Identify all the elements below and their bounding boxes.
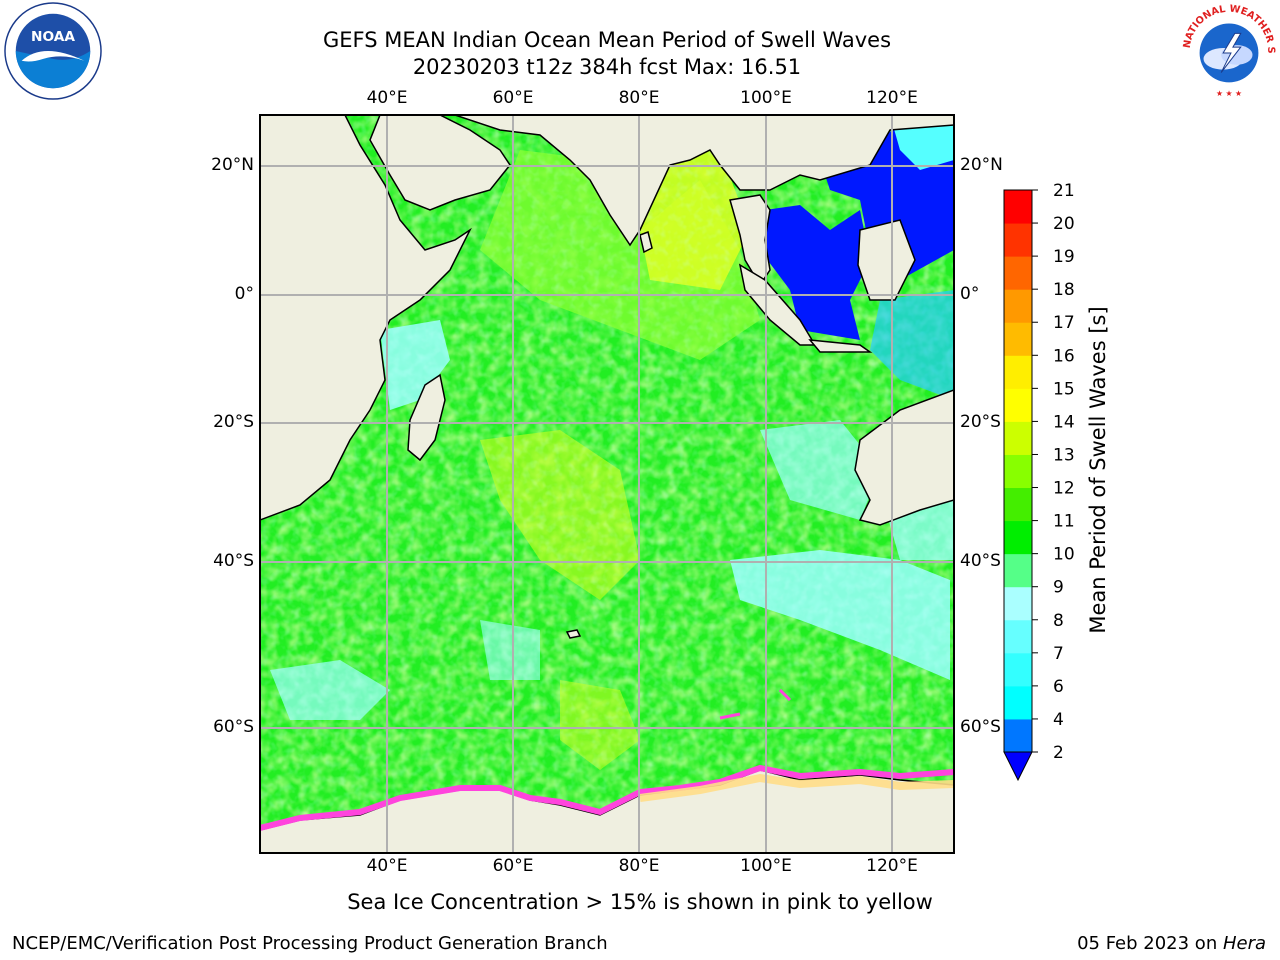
colorbar-tick-label: 2 bbox=[1053, 743, 1064, 763]
borneo bbox=[857, 219, 916, 301]
colorbar-tick-label: 17 bbox=[1053, 313, 1075, 333]
colorbar-extend-triangle bbox=[1003, 751, 1033, 782]
footer-date: 05 Feb 2023 on Hera bbox=[1077, 933, 1266, 954]
lon-label-top: 40°E bbox=[366, 88, 408, 108]
lat-label-left: 20°N bbox=[211, 155, 254, 175]
colorbar-tick-label: 18 bbox=[1053, 280, 1075, 300]
colorbar-tick-label: 4 bbox=[1053, 710, 1064, 730]
noaa-logo: NOAA bbox=[4, 2, 102, 100]
colorbar-box bbox=[1004, 685, 1032, 720]
colorbar-box bbox=[1004, 553, 1032, 588]
noaa-logo-text: NOAA bbox=[31, 29, 75, 45]
colorbar-ticks: 2 4 6 7 8 9 10 11 12 13 14 15 16 17 18 19 20 21 bbox=[1032, 181, 1075, 763]
colorbar-box bbox=[1004, 652, 1032, 687]
lon-label-bottom: 120°E bbox=[866, 856, 918, 876]
colorbar-tick-label: 12 bbox=[1053, 479, 1075, 499]
se-asia-blue-zone bbox=[760, 205, 870, 340]
lon-label-top: 60°E bbox=[492, 88, 534, 108]
colorbar-box bbox=[1004, 388, 1032, 422]
chart-title: GEFS MEAN Indian Ocean Mean Period of Sw… bbox=[322, 28, 892, 52]
colorbar-box bbox=[1004, 190, 1032, 224]
africa bbox=[260, 115, 472, 521]
lon-label-bottom: 100°E bbox=[740, 856, 792, 876]
lat-label-right: 20°S bbox=[960, 412, 1001, 432]
madagascar bbox=[407, 373, 446, 462]
lat-label-right: 60°S bbox=[960, 717, 1001, 737]
colorbar-box bbox=[1004, 421, 1032, 455]
colorbar-box bbox=[1004, 487, 1032, 522]
lon-label-top: 80°E bbox=[618, 88, 660, 108]
colorbar-box bbox=[1004, 619, 1032, 654]
colorbar-tick-label: 6 bbox=[1053, 677, 1064, 697]
map-plot-area bbox=[260, 115, 954, 853]
colorbar-box bbox=[1004, 289, 1032, 323]
lat-label-left: 60°S bbox=[213, 717, 254, 737]
svg-text:★ ★ ★: ★ ★ ★ bbox=[1216, 89, 1242, 98]
colorbar-box bbox=[1004, 322, 1032, 356]
map-grid bbox=[260, 115, 954, 853]
colorbar-box bbox=[1004, 355, 1032, 389]
lat-label-left: 40°S bbox=[213, 551, 254, 571]
colorbar-tick-label: 15 bbox=[1053, 379, 1075, 399]
colorbar-tick-label: 20 bbox=[1053, 214, 1075, 234]
colorbar-tick-label: 19 bbox=[1053, 247, 1075, 267]
lon-label-bottom: 80°E bbox=[618, 856, 660, 876]
colorbar-frame bbox=[1003, 189, 1033, 753]
lat-label-left: 0° bbox=[234, 284, 254, 304]
chart-subtitle: 20230203 t12z 384h fcst Max: 16.51 bbox=[412, 55, 802, 79]
colorbar-tick-label: 14 bbox=[1053, 412, 1075, 432]
colorbar-tick-label: 16 bbox=[1053, 346, 1075, 366]
colorbar-tick-label: 21 bbox=[1053, 181, 1075, 201]
sea-ice-note: Sea Ice Concentration > 15% is shown in … bbox=[347, 890, 933, 914]
colorbar-boxes bbox=[1003, 189, 1033, 782]
colorbar-box bbox=[1004, 223, 1032, 257]
lat-label-right: 40°S bbox=[960, 551, 1001, 571]
map-frame bbox=[259, 114, 955, 854]
colorbar-box bbox=[1004, 454, 1032, 489]
lon-label-bottom: 40°E bbox=[366, 856, 408, 876]
colorbar-label: Mean Period of Swell Waves [s] bbox=[1086, 306, 1110, 634]
lat-label-left: 20°S bbox=[213, 412, 254, 432]
colorbar-tick-label: 13 bbox=[1053, 445, 1075, 465]
colorbar-tick-label: 7 bbox=[1053, 644, 1064, 664]
colorbar-box bbox=[1004, 718, 1032, 753]
footer-host: Hera bbox=[1222, 933, 1266, 954]
lon-label-top: 100°E bbox=[740, 88, 792, 108]
footer-date-text: 05 Feb 2023 on bbox=[1077, 933, 1223, 954]
colorbar-box bbox=[1004, 256, 1032, 290]
colorbar-tick-label: 9 bbox=[1053, 578, 1064, 598]
sri-lanka bbox=[639, 231, 653, 254]
colorbar-tick-label: 8 bbox=[1053, 611, 1064, 631]
footer-credit: NCEP/EMC/Verification Post Processing Pr… bbox=[12, 933, 608, 954]
colorbar-box bbox=[1004, 586, 1032, 621]
lon-label-top: 120°E bbox=[866, 88, 918, 108]
colorbar-tick-label: 11 bbox=[1053, 512, 1075, 532]
lat-label-right: 20°N bbox=[960, 155, 1003, 175]
malay-peninsula bbox=[729, 194, 771, 287]
lon-label-bottom: 60°E bbox=[492, 856, 534, 876]
colorbar-tick-label: 10 bbox=[1053, 545, 1075, 565]
nws-logo: NATIONAL WEATHER SERVICE ★ ★ ★ bbox=[1180, 2, 1276, 98]
kerguelen bbox=[565, 629, 582, 639]
lat-label-right: 0° bbox=[960, 284, 980, 304]
java bbox=[808, 339, 873, 353]
colorbar-box bbox=[1004, 520, 1032, 555]
